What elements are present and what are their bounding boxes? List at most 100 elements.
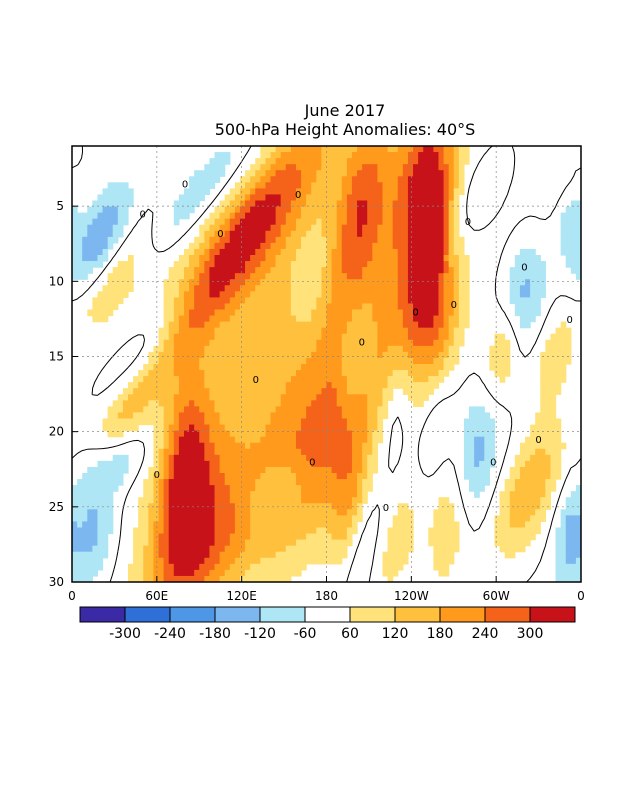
anomaly-cell (178, 521, 185, 529)
anomaly-cell (311, 248, 317, 256)
anomaly-cell (519, 309, 526, 317)
anomaly-cell (570, 212, 577, 220)
anomaly-cell (550, 418, 557, 426)
anomaly-cell (280, 170, 287, 177)
anomaly-cell (413, 382, 419, 389)
anomaly-cell (433, 351, 440, 359)
anomaly-cell (316, 497, 323, 504)
anomaly-cell (295, 261, 302, 268)
colorbar-label: 180 (427, 626, 454, 642)
anomaly-cell (183, 188, 190, 196)
anomaly-cell (260, 261, 267, 268)
anomaly-cell (148, 509, 155, 516)
anomaly-cell (341, 394, 348, 401)
anomaly-cell (122, 460, 129, 468)
anomaly-cell (239, 218, 246, 226)
anomaly-cell (387, 315, 394, 323)
anomaly-cell (469, 479, 475, 486)
anomaly-cell (199, 291, 205, 298)
anomaly-cell (265, 466, 272, 474)
anomaly-cell (255, 521, 261, 529)
anomaly-cell (102, 527, 109, 535)
anomaly-cell (331, 370, 338, 377)
anomaly-cell (143, 569, 149, 577)
anomaly-cell (504, 485, 511, 492)
anomaly-cell (219, 242, 226, 250)
anomaly-cell (336, 466, 343, 474)
anomaly-cell (362, 406, 368, 414)
anomaly-cell (214, 557, 221, 565)
anomaly-cell (397, 152, 404, 159)
anomaly-cell (224, 327, 231, 335)
anomaly-cell (560, 327, 567, 335)
anomaly-cell (260, 170, 267, 177)
anomaly-cell (178, 454, 185, 462)
anomaly-cell (209, 497, 216, 504)
anomaly-cell (270, 273, 277, 280)
anomaly-cell (77, 539, 83, 547)
anomaly-cell (321, 460, 328, 468)
anomaly-cell (245, 315, 251, 323)
anomaly-cell (311, 539, 317, 547)
anomaly-cell (448, 527, 455, 535)
anomaly-cell (194, 533, 200, 541)
anomaly-cell (117, 194, 124, 202)
anomaly-cell (453, 261, 460, 268)
anomaly-cell (229, 261, 236, 268)
anomaly-cell (392, 152, 399, 159)
anomaly-cell (245, 436, 251, 444)
anomaly-cell (336, 267, 343, 274)
anomaly-cell (387, 364, 394, 371)
anomaly-cell (331, 261, 338, 268)
anomaly-cell (351, 515, 358, 523)
anomaly-cell (107, 515, 114, 523)
anomaly-cell (469, 460, 475, 468)
anomaly-cell (387, 285, 394, 292)
anomaly-cell (438, 255, 445, 262)
anomaly-cell (219, 261, 226, 268)
anomaly-cell (92, 479, 99, 486)
anomaly-cell (178, 400, 185, 407)
anomaly-cell (219, 267, 226, 274)
anomaly-cell (443, 533, 450, 541)
anomaly-cell (367, 400, 373, 407)
anomaly-cell (117, 297, 124, 305)
anomaly-cell (224, 194, 231, 202)
anomaly-cell (102, 479, 109, 486)
anomaly-cell (183, 200, 190, 208)
anomaly-cell (199, 430, 205, 438)
anomaly-cell (463, 430, 470, 438)
anomaly-cell (285, 515, 292, 523)
anomaly-cell (336, 430, 343, 438)
anomaly-cell (443, 315, 450, 323)
anomaly-cell (178, 261, 185, 268)
anomaly-cell (214, 497, 221, 504)
anomaly-cell (301, 170, 307, 177)
anomaly-cell (234, 242, 241, 250)
anomaly-cell (245, 297, 251, 305)
anomaly-cell (209, 382, 216, 389)
anomaly-cell (97, 230, 104, 238)
anomaly-cell (301, 303, 307, 311)
anomaly-cell (92, 539, 99, 547)
anomaly-cell (72, 212, 78, 220)
anomaly-cell (270, 182, 277, 189)
anomaly-cell (357, 436, 363, 444)
anomaly-cell (321, 448, 328, 456)
anomaly-cell (234, 491, 241, 498)
anomaly-cell (224, 285, 231, 292)
anomaly-cell (438, 351, 445, 359)
anomaly-cell (112, 303, 119, 311)
anomaly-cell (234, 200, 241, 208)
anomaly-cell (463, 279, 470, 286)
anomaly-cell (199, 285, 205, 292)
anomaly-cell (107, 242, 114, 250)
anomaly-cell (138, 515, 144, 523)
anomaly-cell (443, 194, 450, 202)
anomaly-cell (397, 551, 404, 559)
anomaly-cell (153, 430, 160, 438)
anomaly-cell (321, 194, 328, 202)
anomaly-cell (469, 454, 475, 462)
anomaly-cell (316, 230, 323, 238)
anomaly-cell (351, 261, 358, 268)
